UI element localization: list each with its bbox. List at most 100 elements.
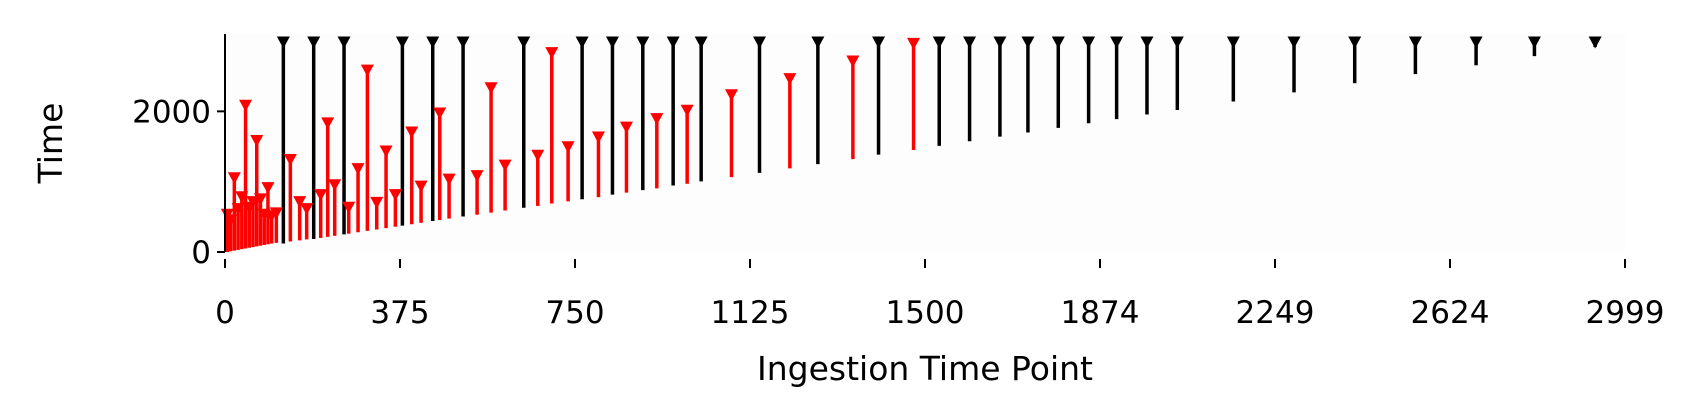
interval-cap [1348, 36, 1362, 49]
interval-cap [636, 36, 650, 49]
red-interval-14 [283, 153, 297, 242]
interval-cap [470, 170, 484, 183]
interval-cap [575, 36, 589, 49]
interval-cap [484, 82, 498, 95]
x-tick-label: 1874 [1061, 295, 1140, 331]
red-interval-21 [351, 163, 365, 233]
x-axis-label: Ingestion Time Point [757, 349, 1093, 388]
interval-cap [1408, 36, 1422, 49]
interval-cap [531, 149, 545, 162]
interval-cap [694, 36, 708, 49]
x-axis: 0 375 750 1125 1500 1874 2249 2624 2999 [215, 259, 1664, 331]
interval-cap [498, 159, 512, 172]
black-interval-15 [932, 36, 946, 146]
interval-cap [1110, 36, 1124, 49]
interval-cap [619, 121, 633, 134]
red-interval-36 [591, 131, 605, 198]
x-tick-label: 750 [545, 295, 604, 331]
red-interval-38 [650, 113, 664, 189]
red-interval-20 [342, 201, 356, 234]
black-interval-17 [993, 36, 1007, 137]
black-interval-27 [1408, 36, 1422, 75]
interval-cap [300, 203, 314, 216]
black-interval-19 [1051, 36, 1065, 128]
interval-cap [545, 47, 559, 60]
interval-cap [932, 36, 946, 49]
red-interval-28 [433, 107, 447, 221]
red-interval-15 [293, 196, 307, 241]
interval-cap [1287, 36, 1301, 49]
red-interval-32 [498, 159, 512, 211]
interval-cap [1051, 36, 1065, 49]
black-interval-9 [636, 36, 650, 191]
red-interval-25 [388, 189, 402, 227]
interval-cap [261, 182, 275, 195]
black-interval-0 [276, 36, 290, 244]
interval-cap [650, 113, 664, 126]
interval-cap [269, 207, 283, 220]
interval-cap [725, 89, 739, 102]
interval-cap [328, 179, 342, 192]
black-interval-1 [307, 36, 321, 239]
interval-cap [993, 36, 1007, 49]
interval-marks [220, 36, 1602, 252]
x-tick-label: 1500 [886, 295, 965, 331]
red-interval-8 [250, 134, 264, 247]
black-interval-23 [1170, 36, 1184, 110]
x-tick-label: 2249 [1236, 295, 1315, 331]
black-interval-7 [575, 36, 589, 200]
red-interval-24 [379, 145, 393, 229]
red-interval-26 [405, 126, 419, 225]
x-tick-label: 375 [370, 295, 429, 331]
interval-cap [342, 201, 356, 214]
black-interval-13 [811, 36, 825, 165]
interval-cap [1527, 36, 1541, 49]
interval-cap [414, 180, 428, 193]
red-interval-27 [414, 180, 428, 223]
plot-area [225, 34, 1625, 252]
black-interval-29 [1527, 36, 1541, 57]
black-interval-10 [666, 36, 680, 186]
interval-cap [666, 36, 680, 49]
interval-cap [1082, 36, 1096, 49]
black-interval-14 [872, 36, 886, 155]
interval-cap [1469, 36, 1483, 49]
interval-cap [1021, 36, 1035, 49]
red-interval-37 [619, 121, 633, 193]
black-interval-12 [753, 36, 767, 173]
interval-cap [605, 36, 619, 49]
x-ticks: 0 375 750 1125 1500 1874 2249 2624 2999 [215, 259, 1664, 331]
y-ticks: 0 2000 [132, 94, 225, 271]
red-interval-18 [321, 117, 335, 237]
interval-cap [1588, 36, 1602, 49]
red-interval-2 [227, 172, 241, 251]
interval-cap [321, 117, 335, 130]
black-interval-30 [1588, 36, 1602, 49]
red-interval-9 [253, 193, 267, 246]
black-interval-26 [1348, 36, 1362, 84]
interval-cap [395, 36, 409, 49]
y-tick-label: 2000 [132, 94, 211, 130]
red-interval-23 [370, 196, 384, 230]
interval-cap [456, 36, 470, 49]
black-interval-28 [1469, 36, 1483, 66]
black-interval-3 [395, 36, 409, 226]
y-axis-label: Time [31, 103, 70, 185]
x-tick-label: 2624 [1411, 295, 1490, 331]
interval-cap [907, 37, 921, 50]
x-tick-label: 1125 [711, 295, 790, 331]
interval-cap [872, 36, 886, 49]
red-interval-43 [907, 37, 921, 151]
interval-cap [1170, 36, 1184, 49]
interval-cap [283, 153, 297, 166]
interval-cap [426, 36, 440, 49]
x-tick-label: 0 [215, 295, 235, 331]
interval-cap [1226, 36, 1240, 49]
red-interval-35 [561, 141, 575, 202]
interval-cap [388, 189, 402, 202]
y-axis: 0 2000 [132, 34, 226, 271]
black-interval-24 [1226, 36, 1240, 102]
red-interval-22 [360, 64, 374, 231]
red-interval-19 [328, 179, 342, 236]
